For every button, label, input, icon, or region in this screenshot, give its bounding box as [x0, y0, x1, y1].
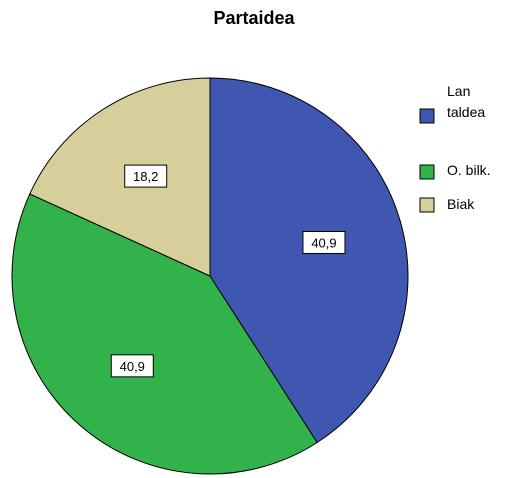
legend-label: taldea	[447, 104, 485, 120]
legend-item-lan-taldea: Lan taldea	[420, 83, 485, 123]
legend-swatch	[420, 198, 434, 212]
data-label-lan-taldea: 40,9	[303, 231, 345, 253]
legend-item-biak: Biak	[420, 196, 475, 212]
data-label-text: 40,9	[120, 359, 145, 374]
data-label-text: 18,2	[133, 169, 158, 184]
data-label-biak: 18,2	[125, 165, 167, 187]
pie-slices	[12, 78, 408, 474]
legend-label: Lan	[447, 83, 470, 99]
legend-swatch	[420, 109, 434, 123]
legend-label: O. bilk.	[447, 162, 491, 178]
data-label-o-bilk: 40,9	[111, 355, 153, 377]
legend-item-o-bilk: O. bilk.	[420, 162, 491, 179]
legend: Lan taldea O. bilk. Biak	[420, 83, 491, 212]
legend-swatch	[420, 165, 434, 179]
legend-label: Biak	[447, 196, 475, 212]
data-label-text: 40,9	[311, 235, 336, 250]
